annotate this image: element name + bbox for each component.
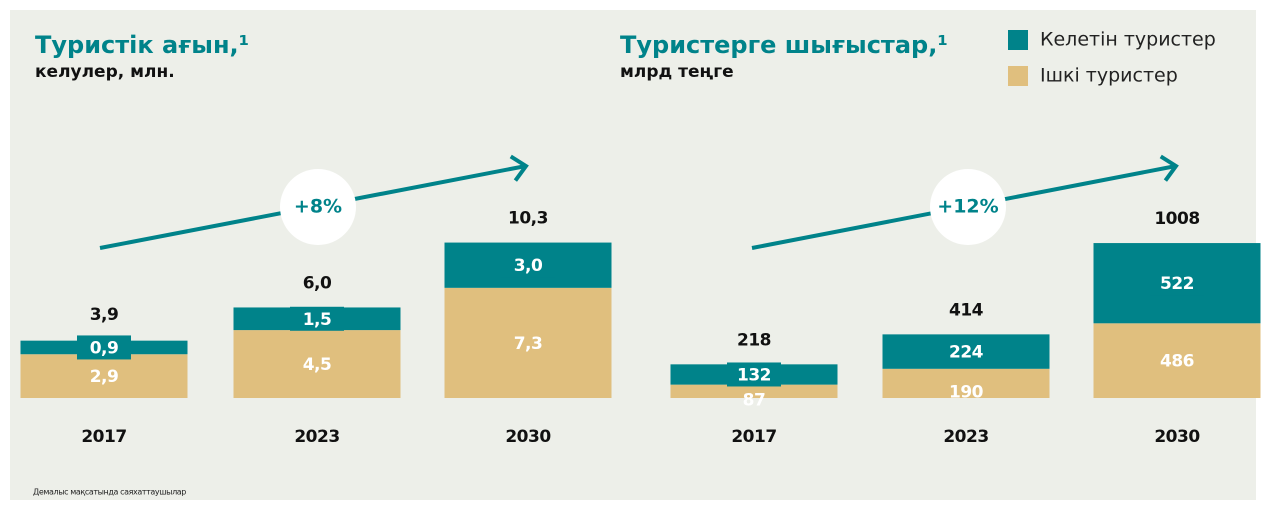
bar-segment — [1093, 323, 1261, 398]
bar-segment — [20, 354, 188, 398]
label-box — [290, 306, 344, 331]
total-label: 414 — [949, 300, 984, 320]
panel — [10, 10, 1256, 500]
x-tick-label: 2017 — [731, 427, 776, 447]
growth-badge — [280, 169, 356, 245]
label-box — [501, 253, 555, 278]
x-tick-label: 2030 — [505, 427, 551, 447]
bar-segment — [670, 384, 838, 398]
legend-swatch — [1008, 30, 1028, 50]
data-label: 3,0 — [514, 256, 543, 276]
total-label: 218 — [737, 330, 771, 350]
footnote: Демалыс мақсатында саяхаттаушылар — [33, 488, 186, 497]
chart-title: Туристерге шығыстар,¹ — [620, 31, 948, 59]
data-label: 190 — [949, 382, 984, 402]
x-tick-label: 2023 — [943, 427, 988, 447]
legend-label: Ішкі туристер — [1040, 65, 1178, 87]
chart-subtitle: келулер, млн. — [35, 62, 175, 82]
data-label: 0,9 — [90, 338, 119, 358]
bar-segment — [882, 368, 1050, 398]
data-label: 132 — [737, 365, 771, 385]
bar-segment — [233, 330, 401, 398]
growth-label: +8% — [294, 196, 342, 218]
growth-label: +12% — [937, 196, 998, 218]
bar-segment — [444, 287, 612, 398]
arrow-head — [1159, 154, 1179, 182]
data-label: 224 — [949, 343, 984, 363]
label-box — [1150, 271, 1204, 296]
data-label: 87 — [743, 390, 766, 410]
chart-title: Туристік ағын,¹ — [35, 31, 249, 59]
data-label: 522 — [1160, 274, 1194, 294]
total-label: 3,9 — [90, 305, 119, 325]
x-tick-label: 2030 — [1154, 427, 1200, 447]
label-box — [77, 335, 131, 360]
x-tick-label: 2023 — [294, 427, 339, 447]
data-label: 7,3 — [514, 334, 543, 354]
data-label: 486 — [1160, 352, 1194, 372]
data-label: 1,5 — [303, 310, 332, 330]
label-box — [939, 339, 993, 364]
legend-swatch — [1008, 66, 1028, 86]
growth-badge — [930, 169, 1006, 245]
chart-subtitle: млрд теңге — [620, 62, 734, 82]
legend-label: Келетін туристер — [1040, 29, 1216, 51]
arrow-head — [509, 154, 529, 182]
data-label: 4,5 — [303, 355, 332, 375]
label-box — [727, 362, 781, 387]
total-label: 10,3 — [508, 209, 548, 229]
total-label: 6,0 — [303, 273, 332, 293]
x-tick-label: 2017 — [81, 427, 126, 447]
data-label: 2,9 — [90, 367, 119, 387]
total-label: 1008 — [1154, 209, 1199, 229]
